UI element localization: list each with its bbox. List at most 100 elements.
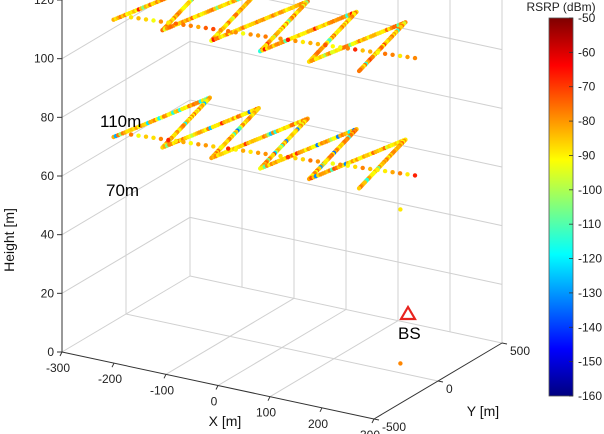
data-point xyxy=(323,160,328,165)
x-tick-mark xyxy=(319,407,323,413)
data-point xyxy=(226,29,231,34)
data-point xyxy=(188,141,193,146)
data-point xyxy=(196,142,201,147)
data-point xyxy=(255,150,261,155)
colorbar-tick-label: -70 xyxy=(578,80,596,94)
data-point xyxy=(405,54,410,60)
z-tick-label: 120 xyxy=(34,0,54,7)
data-point xyxy=(236,0,241,2)
grid-line xyxy=(61,0,162,60)
data-point xyxy=(382,168,388,174)
colorbar-tick-label: -160 xyxy=(578,389,602,403)
data-point xyxy=(173,21,179,26)
data-point xyxy=(356,68,362,74)
data-point xyxy=(128,132,134,137)
data-point xyxy=(158,136,164,142)
z-tick-label: 40 xyxy=(41,228,55,242)
grid-line xyxy=(125,313,439,382)
z-tick-label: 60 xyxy=(41,169,55,183)
x-tick-label: 300 xyxy=(360,428,380,434)
data-point xyxy=(263,151,268,157)
z-tick-label: 20 xyxy=(41,286,55,300)
grid-line xyxy=(189,216,503,285)
data-point xyxy=(390,52,395,57)
data-point xyxy=(368,49,373,54)
data-point xyxy=(136,16,141,21)
x-tick-mark xyxy=(163,374,167,379)
data-point xyxy=(330,161,335,166)
data-point xyxy=(238,0,242,1)
data-point xyxy=(248,149,253,154)
base-station-label: BS xyxy=(398,324,421,343)
colorbar-gradient xyxy=(548,17,574,397)
data-point xyxy=(240,31,246,36)
data-point xyxy=(356,186,362,191)
x-tick-label: 200 xyxy=(308,417,328,431)
data-point xyxy=(345,163,350,168)
x-tick-label: 0 xyxy=(211,395,218,409)
data-point xyxy=(211,144,216,149)
base-station-marker xyxy=(399,304,417,321)
data-point xyxy=(285,154,291,160)
axis-ticks: -300 -200 -100 0 100 200 300-500 0 500 0 20 40 60 80 1… xyxy=(34,0,530,434)
x-tick-mark xyxy=(267,396,271,401)
grid-line xyxy=(61,40,191,118)
annotation-70m: 70m xyxy=(106,181,139,200)
data-point xyxy=(397,53,403,59)
data-point xyxy=(218,27,223,33)
colorbar-tick-label: -140 xyxy=(578,320,602,334)
data-point xyxy=(300,157,306,162)
grid-line xyxy=(61,158,191,236)
data-point xyxy=(166,20,171,25)
data-point xyxy=(248,32,253,37)
y-tick-mark xyxy=(501,342,508,345)
y-tick-label: -500 xyxy=(382,420,406,434)
data-point xyxy=(308,158,313,163)
x-tick-mark xyxy=(111,362,115,368)
data-point xyxy=(173,138,179,144)
data-point xyxy=(188,23,193,28)
data-point xyxy=(360,48,365,53)
data-point xyxy=(203,25,208,31)
colorbar-tick-label: -100 xyxy=(578,183,602,197)
colorbar-ticks: -50 -60 -70 -80 -90 -100 -110 -120 -130 -140 -150 -… xyxy=(569,11,602,403)
data-point xyxy=(255,33,261,38)
x-tick-label: 100 xyxy=(256,406,276,420)
data-point xyxy=(330,44,335,49)
y-tick-mark xyxy=(437,380,444,383)
x-tick-mark xyxy=(215,385,219,390)
data-point xyxy=(263,34,268,39)
z-tick-label: 100 xyxy=(34,52,54,66)
colorbar-tick-label: -110 xyxy=(578,217,601,231)
x-tick-label: -200 xyxy=(98,372,122,386)
data-point xyxy=(233,30,238,35)
z-tick-label: 0 xyxy=(47,345,54,359)
data-point xyxy=(211,26,216,32)
colorbar-tick-label: -130 xyxy=(578,286,602,300)
data-point xyxy=(308,40,313,46)
colorbar-tick-label: -120 xyxy=(578,252,602,266)
data-point xyxy=(382,51,388,56)
data-point xyxy=(398,361,403,366)
colorbar-tick-label: -150 xyxy=(578,355,602,369)
grid-line xyxy=(61,216,191,294)
data-point xyxy=(158,19,164,24)
data-point xyxy=(345,46,350,51)
colorbar-tick-label: -80 xyxy=(578,114,596,128)
y-tick-mark xyxy=(373,418,380,421)
x-tick-mark xyxy=(371,418,375,424)
data-point xyxy=(161,0,167,2)
data-point xyxy=(390,170,395,175)
y-tick-label: 500 xyxy=(510,344,530,358)
data-point xyxy=(375,167,380,173)
data-point xyxy=(398,207,403,212)
data-point xyxy=(368,166,373,172)
data-point xyxy=(166,137,171,143)
x-tick-mark xyxy=(59,351,63,357)
data-point xyxy=(233,147,238,152)
data-point xyxy=(196,24,201,30)
data-point xyxy=(128,15,134,20)
data-point xyxy=(143,134,149,139)
data-point xyxy=(278,153,283,159)
